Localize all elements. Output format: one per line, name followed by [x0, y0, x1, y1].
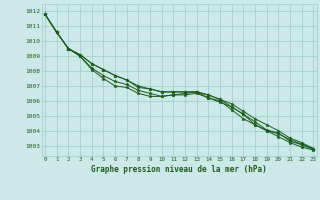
X-axis label: Graphe pression niveau de la mer (hPa): Graphe pression niveau de la mer (hPa) — [91, 165, 267, 174]
